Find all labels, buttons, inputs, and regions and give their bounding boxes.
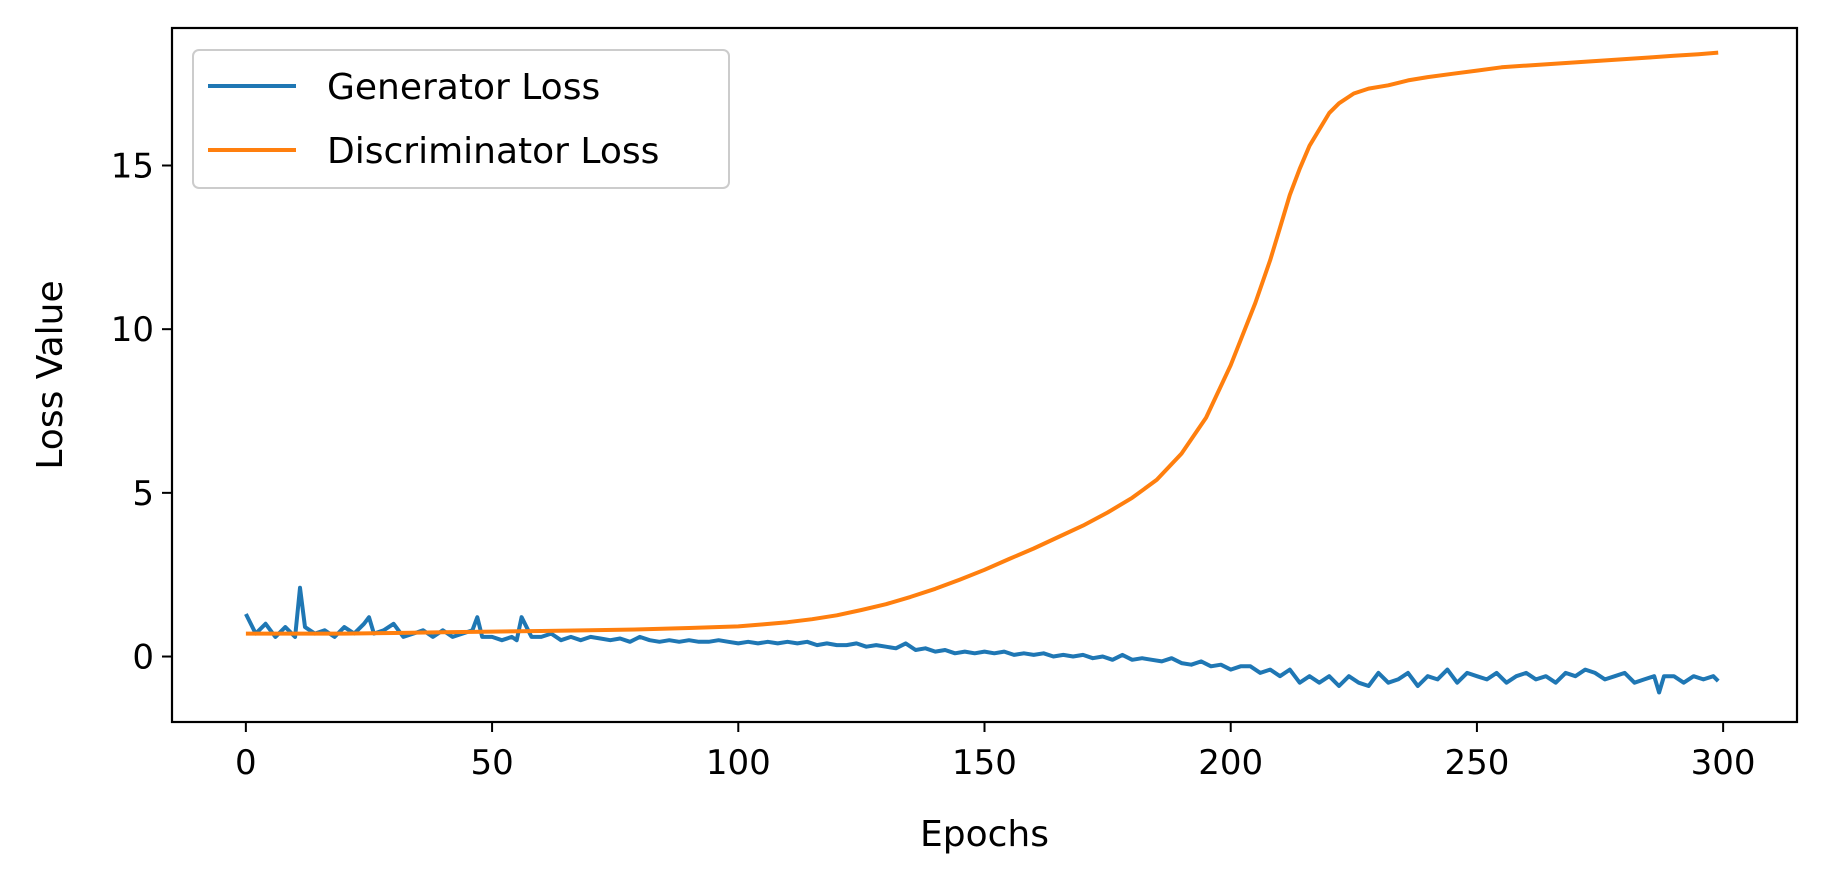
y-tick-label: 0 <box>132 638 154 678</box>
series-layer <box>244 50 1720 695</box>
x-tick-label: 300 <box>1691 743 1756 783</box>
y-tick-label: 15 <box>111 146 154 186</box>
y-axis-ticks: 0 5 10 15 <box>111 146 172 678</box>
y-axis-label: Loss Value <box>30 280 71 469</box>
x-tick-label: 100 <box>706 743 771 783</box>
x-tick-label: 50 <box>470 743 513 783</box>
legend-box <box>192 49 730 189</box>
series-line-discriminator-loss <box>245 50 1719 636</box>
legend-label-generator-loss: Generator Loss <box>327 67 600 108</box>
x-tick-label: 0 <box>235 743 257 783</box>
legend: Generator Loss Discriminator Loss <box>192 49 730 189</box>
series-line-generator-loss <box>244 585 1720 695</box>
x-axis-label: Epochs <box>920 814 1049 855</box>
x-axis-ticks: 0 50 100 150 200 250 300 <box>235 722 1756 783</box>
legend-label-discriminator-loss: Discriminator Loss <box>327 131 659 172</box>
x-tick-label: 150 <box>952 743 1017 783</box>
y-tick-label: 5 <box>132 474 154 514</box>
y-tick-label: 10 <box>111 310 154 350</box>
x-tick-label: 250 <box>1444 743 1509 783</box>
x-tick-label: 200 <box>1198 743 1263 783</box>
